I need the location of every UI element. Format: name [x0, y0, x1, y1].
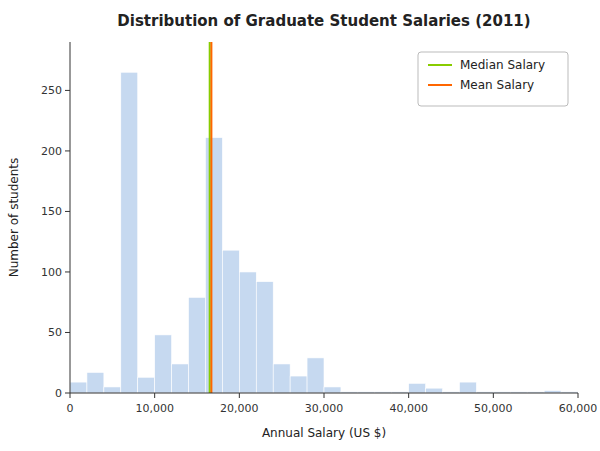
x-tick-label: 30,000: [305, 402, 344, 415]
x-tick: [408, 393, 409, 398]
chart: 0 10,000 20,000 30,000 40,000 50,000 60,000 0 50…: [0, 0, 600, 451]
bar: [459, 382, 476, 393]
x-tick: [239, 393, 240, 398]
bar: [324, 387, 341, 393]
y-axis-label: Number of students: [7, 158, 21, 278]
bar: [273, 364, 290, 393]
bar: [189, 297, 206, 393]
x-tick: [493, 393, 494, 398]
bar: [70, 382, 87, 393]
bar: [155, 335, 172, 393]
y-tick: [65, 271, 70, 272]
x-axis-label: Annual Salary (US $): [262, 426, 386, 440]
bar: [290, 376, 307, 393]
y-tick-label: 200: [41, 145, 62, 158]
x-tick: [578, 393, 579, 398]
axes: 0 10,000 20,000 30,000 40,000 50,000 60,000 0 50…: [41, 42, 597, 415]
x-tick: [70, 393, 71, 398]
y-tick-label: 0: [55, 387, 62, 400]
plot-area: [70, 42, 578, 393]
bar: [87, 372, 104, 393]
legend: Median Salary Mean Salary: [418, 52, 568, 106]
bar: [409, 383, 426, 393]
bar: [121, 72, 138, 393]
x-tick: [154, 393, 155, 398]
bar: [426, 388, 443, 393]
reference-line: [210, 42, 212, 393]
y-tick: [65, 90, 70, 91]
y-tick: [65, 332, 70, 333]
legend-swatch: [428, 84, 452, 86]
y-tick: [65, 211, 70, 212]
bar: [256, 282, 273, 393]
bar: [307, 358, 324, 393]
title: Distribution of Graduate Student Salarie…: [117, 12, 530, 30]
reference-line: [209, 42, 211, 393]
bar: [205, 138, 222, 393]
bar: [222, 250, 239, 393]
x-tick-label: 10,000: [135, 402, 174, 415]
y-tick-label: 100: [41, 266, 62, 279]
bar: [172, 364, 189, 393]
legend-box: [418, 52, 568, 106]
x-tick: [324, 393, 325, 398]
x-tick-label: 0: [67, 402, 74, 415]
x-tick-label: 60,000: [559, 402, 598, 415]
legend-label: Median Salary: [460, 58, 545, 72]
y-tick: [65, 393, 70, 394]
legend-label: Mean Salary: [460, 78, 534, 92]
x-tick-label: 20,000: [220, 402, 259, 415]
bar: [138, 377, 155, 393]
x-tick-label: 40,000: [389, 402, 428, 415]
y-tick: [65, 150, 70, 151]
y-tick-label: 150: [41, 205, 62, 218]
y-tick-label: 250: [41, 84, 62, 97]
y-axis-line: [70, 42, 71, 393]
bar: [239, 272, 256, 393]
bar: [104, 387, 121, 393]
y-tick-label: 50: [48, 326, 62, 339]
x-tick-label: 50,000: [474, 402, 513, 415]
legend-swatch: [428, 64, 452, 66]
